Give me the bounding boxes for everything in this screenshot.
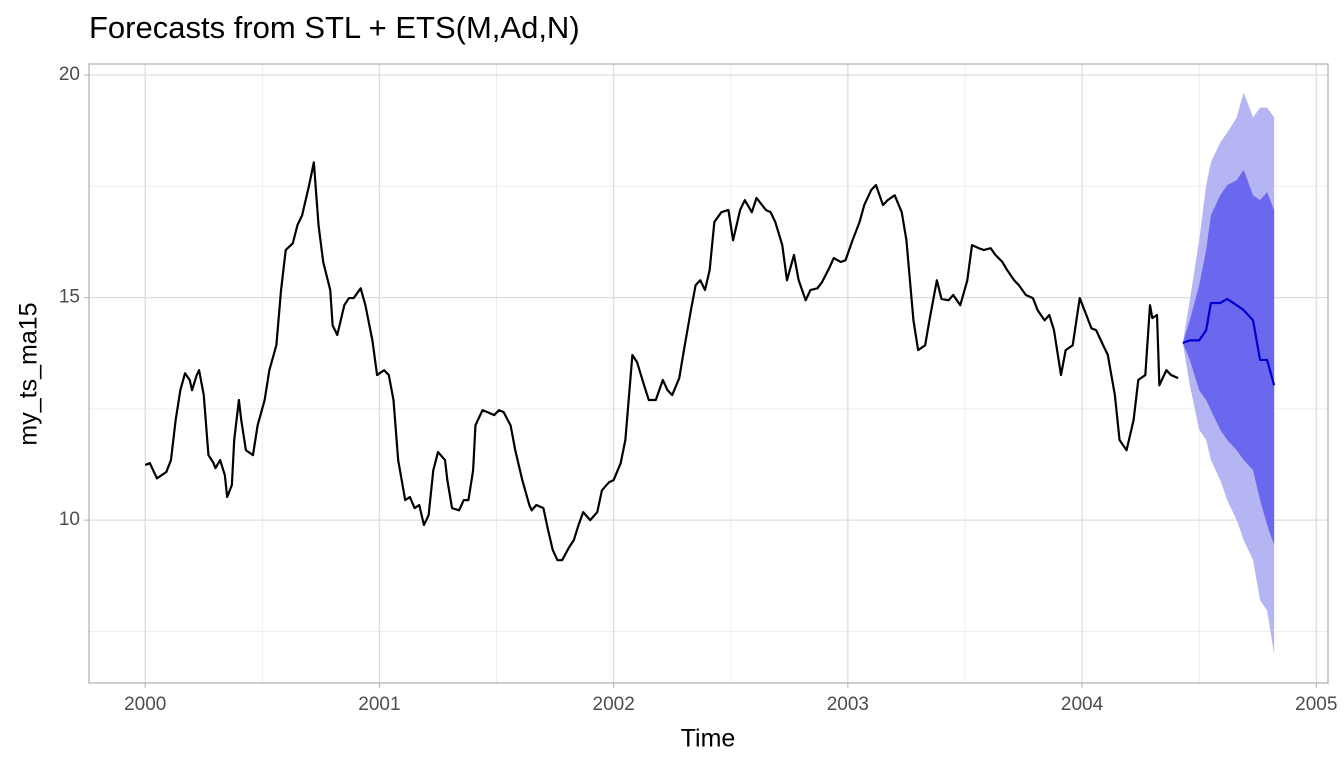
y-tick-label: 10 — [59, 509, 80, 530]
y-tick-label: 15 — [59, 287, 80, 308]
x-axis-title: Time — [681, 725, 736, 753]
x-tick-label: 2005 — [1295, 694, 1337, 715]
x-tick-label: 2001 — [358, 694, 400, 715]
x-tick-label: 2002 — [593, 694, 635, 715]
y-axis-title: my_ts_ma15 — [15, 302, 43, 445]
x-tick-label: 2004 — [1061, 694, 1104, 715]
x-tick-label: 2003 — [827, 694, 869, 715]
x-tick-label: 2000 — [124, 694, 166, 715]
line — [1182, 297, 1276, 386]
line — [144, 161, 1179, 562]
panel-border — [88, 63, 1329, 684]
chart-title: Forecasts from STL + ETS(M,Ad,N) — [89, 10, 580, 45]
y-tick-label: 20 — [59, 64, 80, 85]
interval-band — [1182, 169, 1275, 546]
